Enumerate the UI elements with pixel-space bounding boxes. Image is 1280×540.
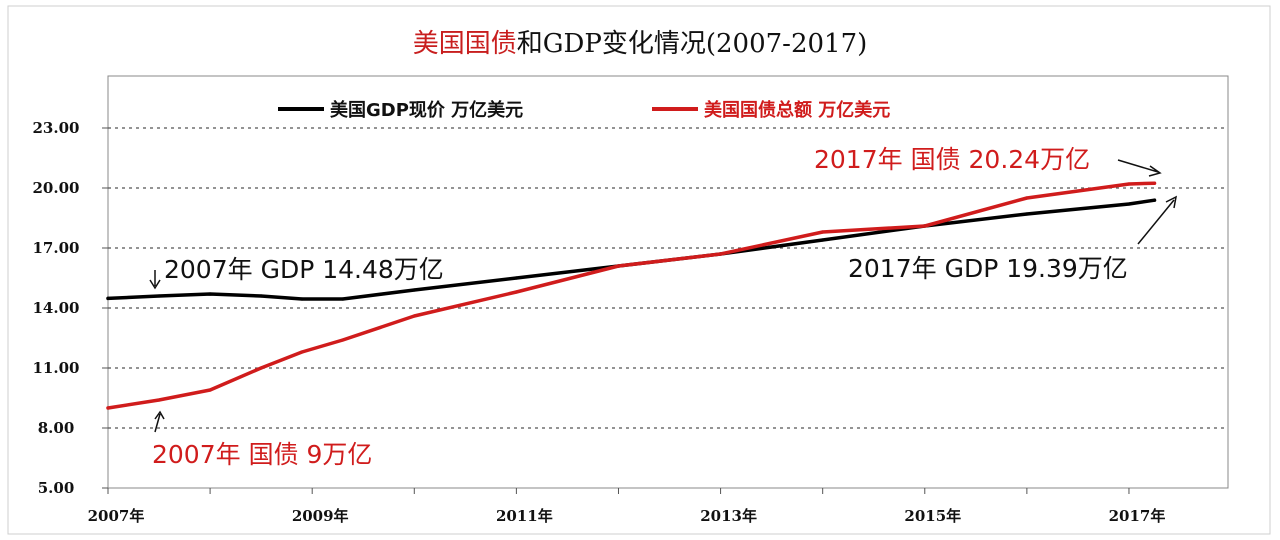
legend-label-gdp: 美国GDP现价 万亿美元 — [330, 99, 523, 121]
chart-title-red: 美国国债 — [413, 29, 517, 59]
y-tick-label: 14.00 — [33, 299, 80, 317]
data-point-gdp — [821, 238, 825, 242]
data-point-debt — [259, 366, 263, 370]
data-point-debt — [1127, 182, 1131, 186]
data-point-gdp — [341, 297, 345, 301]
annotation-arrow-gdp-2017 — [1137, 195, 1178, 245]
data-point-debt — [1025, 196, 1029, 200]
annotation-gdp-2007: 2007年 GDP 14.48万亿 — [164, 255, 444, 284]
data-point-gdp — [1152, 198, 1157, 202]
legend-label-debt: 美国国债总额 万亿美元 — [704, 99, 890, 121]
annotation-gdp-2017: 2017年 GDP 19.39万亿 — [848, 254, 1128, 283]
annotation-debt-2017: 2017年 国债 20.24万亿 — [814, 145, 1090, 174]
data-point-debt — [821, 230, 825, 234]
data-point-debt — [923, 224, 927, 228]
data-point-gdp — [1127, 202, 1131, 206]
gridlines — [108, 127, 1228, 429]
y-axis-ticks: 5.00 8.00 11.00 14.00 17.00 20.00 23.00 — [33, 119, 108, 497]
y-tick-label: 17.00 — [33, 239, 80, 257]
y-tick-label: 23.00 — [33, 119, 80, 137]
x-tick-label: 2007年 — [88, 507, 145, 525]
annotation-arrow-debt-2007 — [154, 410, 165, 433]
annotation-arrow-debt-2017 — [1117, 159, 1162, 177]
data-point-gdp — [1025, 212, 1029, 216]
x-axis-ticks: 2007年 2009年 2011年 2013年 2015年 2017年 — [88, 488, 1166, 525]
data-point-debt — [412, 314, 416, 318]
data-point-gdp — [259, 294, 263, 298]
data-point-gdp — [514, 276, 518, 280]
data-point-debt — [300, 350, 304, 354]
chart-title: 美国国债和GDP变化情况(2007-2017) — [413, 29, 868, 59]
data-point-debt — [341, 338, 345, 342]
data-point-gdp — [106, 296, 110, 300]
x-tick-label: 2011年 — [496, 507, 553, 525]
annotations: 2007年 GDP 14.48万亿 2007年 国债 9万亿 2017年 国债 … — [149, 145, 1178, 469]
data-point-debt — [514, 290, 518, 294]
data-point-debt — [208, 388, 212, 392]
data-point-gdp — [300, 297, 304, 301]
x-tick-label: 2009年 — [292, 507, 349, 525]
data-point-debt — [106, 406, 110, 410]
y-tick-label: 11.00 — [33, 359, 80, 377]
data-point-debt — [616, 264, 621, 268]
chart-title-black: 和GDP变化情况(2007-2017) — [517, 29, 868, 59]
data-point-gdp — [157, 294, 161, 298]
data-point-debt — [718, 252, 723, 256]
y-tick-label: 20.00 — [33, 179, 80, 197]
x-tick-label: 2017年 — [1109, 507, 1166, 525]
x-tick-label: 2015年 — [904, 507, 961, 525]
legend: 美国GDP现价 万亿美元 美国国债总额 万亿美元 — [278, 99, 890, 121]
annotation-debt-2007: 2007年 国债 9万亿 — [152, 440, 372, 469]
series-lines — [106, 181, 1157, 410]
data-point-gdp — [208, 292, 212, 296]
y-tick-label: 5.00 — [38, 479, 75, 497]
data-point-debt — [157, 398, 161, 402]
annotation-arrow-gdp-2007 — [149, 270, 161, 290]
x-tick-label: 2013年 — [700, 507, 757, 525]
data-point-gdp — [412, 288, 416, 292]
plot-area — [107, 75, 1229, 489]
data-point-debt — [1152, 181, 1157, 185]
y-tick-label: 8.00 — [38, 419, 75, 437]
